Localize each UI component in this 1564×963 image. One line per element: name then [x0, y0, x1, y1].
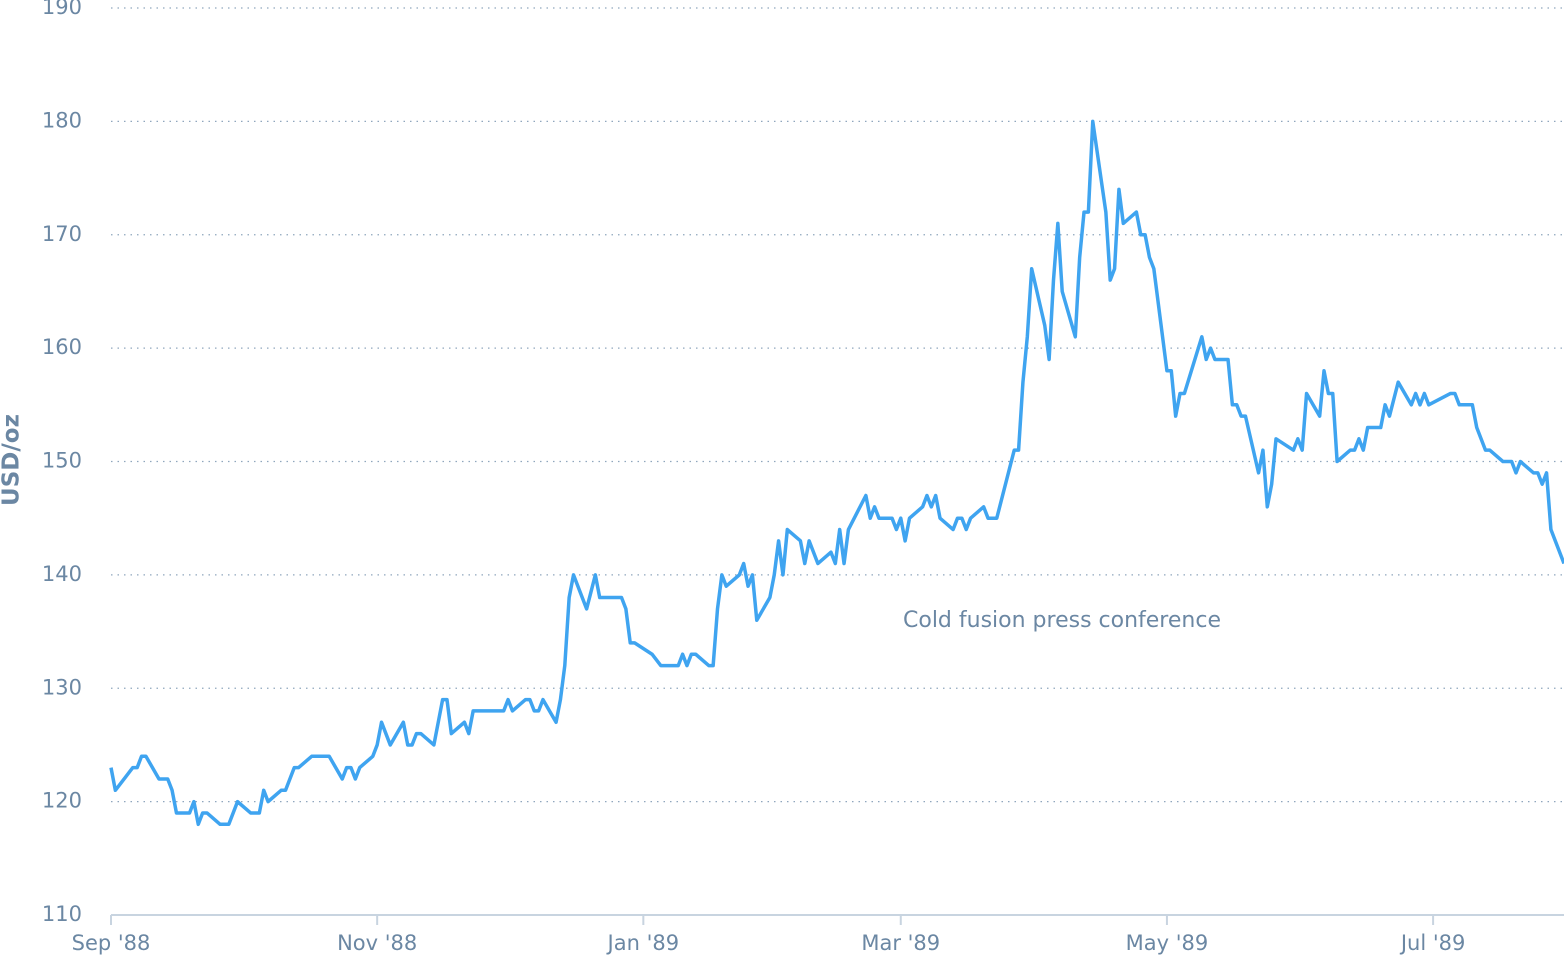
annotation: Cold fusion press conference [903, 608, 1221, 633]
y-tick-label: 150 [42, 449, 82, 473]
y-tick-label: 110 [42, 902, 82, 926]
x-tick-label: Jan '89 [606, 931, 680, 955]
y-tick-label: 190 [42, 0, 82, 19]
x-tick-label: Nov '88 [337, 931, 417, 955]
y-axis-title: USD/oz [0, 414, 25, 506]
y-tick-label: 120 [42, 789, 82, 813]
y-tick-label: 130 [42, 675, 82, 699]
x-tick-label: Sep '88 [72, 931, 151, 955]
y-tick-label: 180 [42, 108, 82, 132]
x-tick-label: Mar '89 [861, 931, 940, 955]
x-tick-label: May '89 [1126, 931, 1209, 955]
y-tick-label: 140 [42, 562, 82, 586]
y-tick-label: 170 [42, 222, 82, 246]
x-tick-label: Jul '89 [1399, 931, 1466, 955]
price-line [109, 119, 1564, 827]
y-tick-label: 160 [42, 335, 82, 359]
